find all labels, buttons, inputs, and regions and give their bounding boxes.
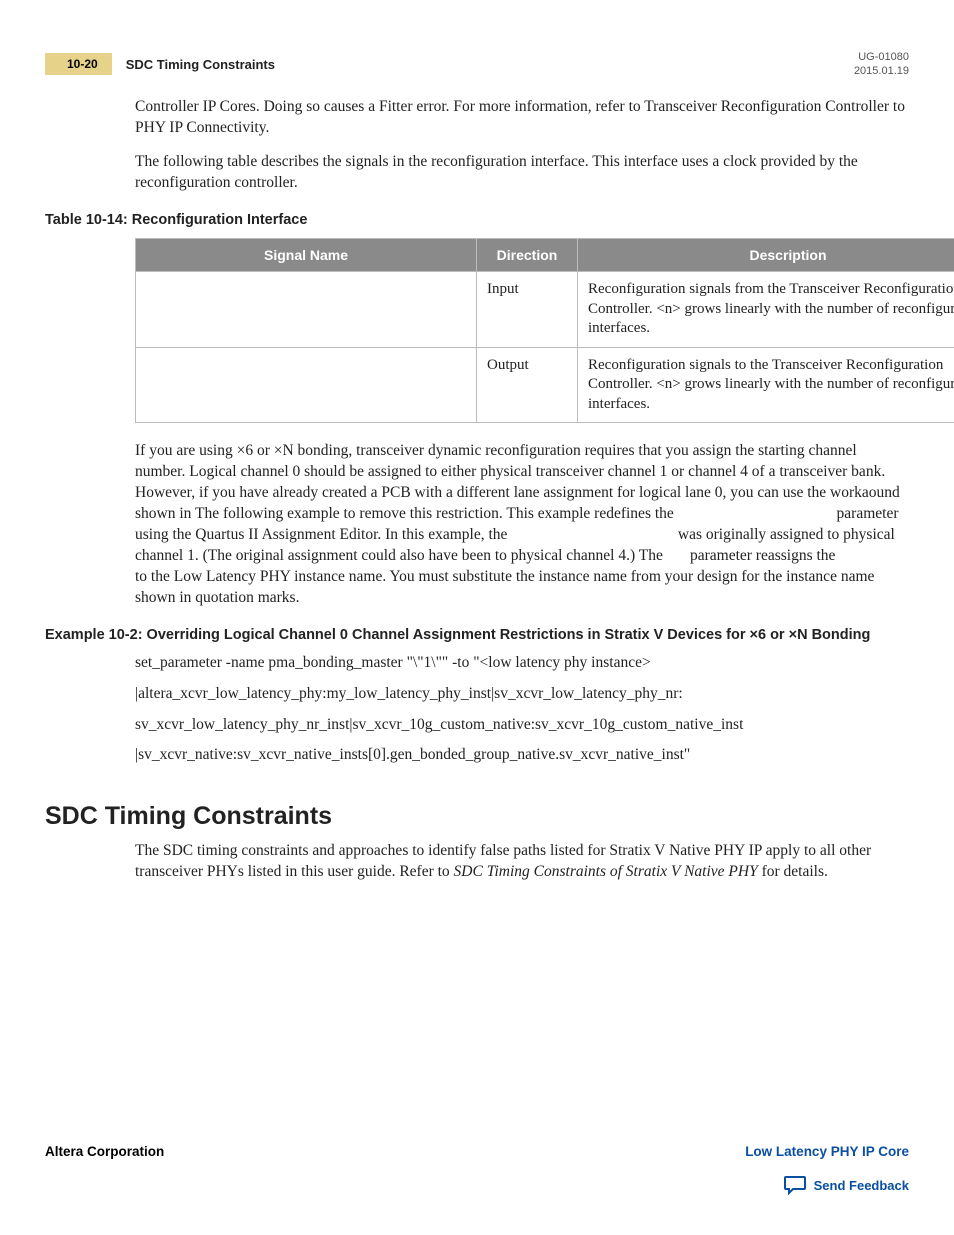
page-number: 10-20 — [45, 53, 112, 75]
table-row: Input Reconfiguration signals from the T… — [136, 272, 954, 348]
intro-paragraph-2: The following table describes the signal… — [135, 152, 909, 194]
example-caption: Example 10-2: Overriding Logical Channel… — [45, 627, 909, 643]
header-title: SDC Timing Constraints — [126, 57, 275, 72]
send-feedback-link[interactable]: Send Feedback — [814, 1178, 909, 1193]
header-right: UG-01080 2015.01.19 — [854, 50, 909, 79]
code-line: |altera_xcvr_low_latency_phy:my_low_late… — [135, 684, 909, 705]
intro-paragraph-1: Controller IP Cores. Doing so causes a F… — [135, 97, 909, 139]
footer-company: Altera Corporation — [45, 1144, 164, 1159]
page-header: 10-20 SDC Timing Constraints UG-01080 20… — [45, 50, 909, 79]
reconfig-interface-table: Signal Name Direction Description Input … — [135, 238, 954, 423]
section-body-italic: SDC Timing Constraints of Stratix V Nati… — [454, 863, 758, 880]
doc-date: 2015.01.19 — [854, 64, 909, 78]
header-left: 10-20 SDC Timing Constraints — [45, 53, 275, 75]
code-line: |sv_xcvr_native:sv_xcvr_native_insts[0].… — [135, 745, 909, 766]
doc-id: UG-01080 — [854, 50, 909, 64]
code-line: set_parameter -name pma_bonding_master "… — [135, 653, 909, 674]
bonding-paragraph: If you are using ×6 or ×N bonding, trans… — [135, 441, 909, 608]
table-caption: Table 10-14: Reconfiguration Interface — [45, 212, 909, 228]
example-code-block: set_parameter -name pma_bonding_master "… — [135, 653, 909, 767]
cell-signal — [136, 272, 477, 348]
code-line: sv_xcvr_low_latency_phy_nr_inst|sv_xcvr_… — [135, 715, 909, 736]
cell-direction: Output — [477, 347, 578, 423]
cell-direction: Input — [477, 272, 578, 348]
section-body: The SDC timing constraints and approache… — [135, 841, 909, 883]
feedback-icon[interactable] — [784, 1175, 806, 1195]
table-col-direction: Direction — [477, 239, 578, 272]
footer-doc-link[interactable]: Low Latency PHY IP Core — [745, 1144, 909, 1159]
table-row: Output Reconfiguration signals to the Tr… — [136, 347, 954, 423]
cell-description: Reconfiguration signals from the Transce… — [578, 272, 954, 348]
section-heading: SDC Timing Constraints — [45, 802, 909, 831]
table-col-description: Description — [578, 239, 954, 272]
cell-signal — [136, 347, 477, 423]
page-footer: Altera Corporation Low Latency PHY IP Co… — [45, 1144, 909, 1195]
table-col-signal: Signal Name — [136, 239, 477, 272]
section-body-post: for details. — [758, 863, 828, 880]
cell-description: Reconfiguration signals to the Transceiv… — [578, 347, 954, 423]
